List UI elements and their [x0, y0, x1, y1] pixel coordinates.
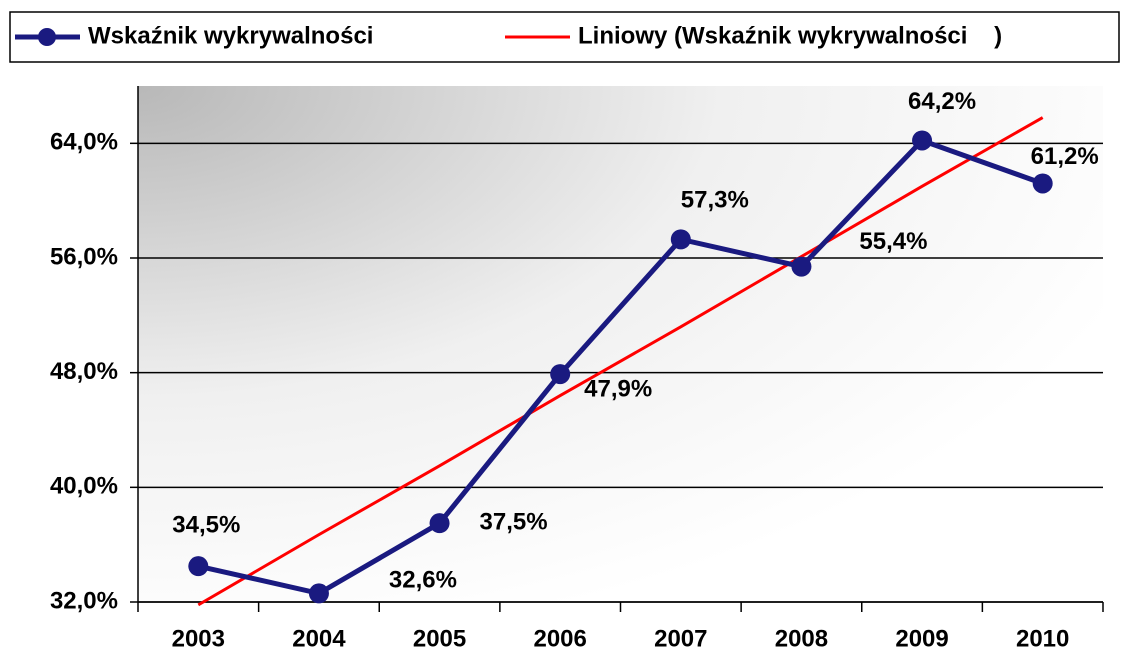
- value-label: 55,4%: [859, 228, 927, 255]
- marker: [791, 256, 812, 277]
- value-label: 37,5%: [480, 509, 548, 536]
- x-tick-label: 2008: [775, 625, 828, 652]
- legend-label: Wskaźnik wykrywalności: [88, 22, 373, 49]
- y-tick-label: 40,0%: [50, 473, 118, 500]
- plot-area: [138, 86, 1103, 602]
- y-tick-label: 32,0%: [50, 587, 118, 614]
- marker: [1032, 173, 1053, 194]
- marker: [670, 229, 691, 250]
- y-tick-label: 56,0%: [50, 243, 118, 270]
- x-tick-label: 2003: [172, 625, 225, 652]
- value-label: 61,2%: [1031, 143, 1099, 170]
- value-label: 64,2%: [908, 88, 976, 115]
- y-tick-label: 48,0%: [50, 358, 118, 385]
- x-tick-label: 2007: [654, 625, 707, 652]
- marker: [912, 130, 933, 151]
- marker: [308, 583, 329, 604]
- legend-label: Liniowy (Wskaźnik wykrywalności ): [578, 22, 1002, 49]
- x-tick-label: 2005: [413, 625, 466, 652]
- value-label: 57,3%: [681, 187, 749, 214]
- legend-marker: [38, 28, 56, 46]
- value-label: 47,9%: [584, 375, 652, 402]
- marker: [429, 513, 450, 534]
- marker: [188, 556, 209, 577]
- marker: [550, 364, 571, 385]
- x-tick-label: 2006: [533, 625, 586, 652]
- value-label: 34,5%: [172, 512, 240, 539]
- x-tick-label: 2004: [292, 625, 346, 652]
- x-tick-label: 2010: [1016, 625, 1069, 652]
- series-line: [197, 137, 1044, 597]
- y-tick-label: 64,0%: [50, 129, 118, 156]
- x-tick-label: 2009: [895, 625, 948, 652]
- value-label: 32,6%: [389, 567, 457, 594]
- series-line: [197, 116, 1044, 607]
